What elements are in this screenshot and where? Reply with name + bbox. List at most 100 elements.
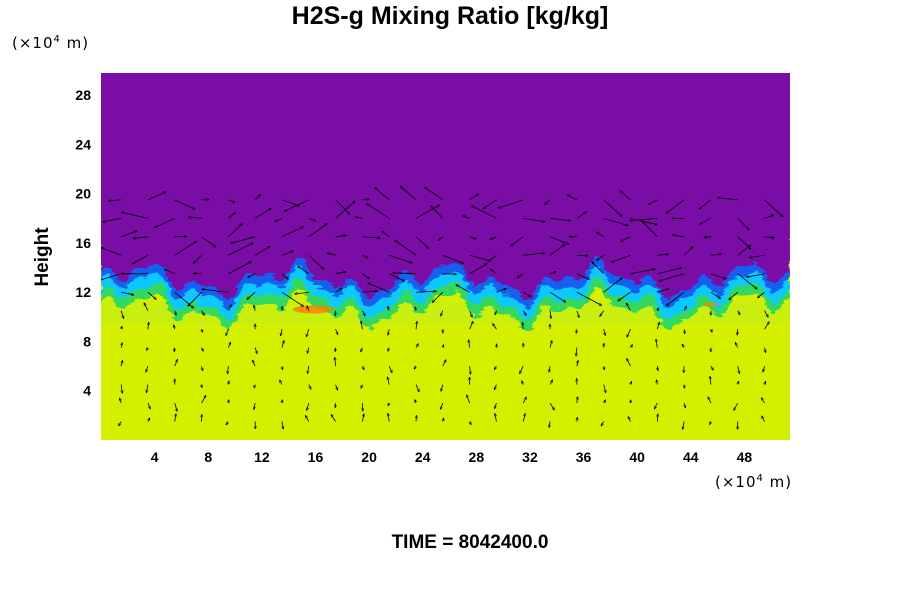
wind-vector — [121, 343, 122, 348]
wind-vector — [202, 289, 229, 293]
x-tick-label: 28 — [469, 449, 485, 465]
wind-vector — [648, 199, 658, 205]
wind-vector — [517, 273, 524, 278]
wind-vector — [495, 414, 497, 422]
wind-vector — [549, 380, 553, 385]
wind-vector — [657, 380, 658, 385]
wind-vector — [188, 217, 202, 219]
wind-vector — [295, 291, 309, 294]
wind-vector — [496, 288, 506, 293]
wind-vector — [469, 340, 470, 348]
wind-vector — [626, 303, 631, 311]
wind-vector — [764, 199, 783, 217]
wind-vector — [121, 212, 149, 219]
wind-vector — [280, 380, 283, 385]
wind-vector — [132, 254, 149, 264]
x-tick-label: 48 — [737, 449, 753, 465]
wind-vector — [247, 291, 256, 299]
wind-vector — [282, 421, 283, 429]
upper-layer — [101, 73, 790, 302]
wind-vector — [641, 220, 658, 238]
wind-vector — [335, 357, 336, 367]
lower-layer-transition — [101, 302, 790, 325]
wind-vector — [576, 329, 577, 333]
wind-vector — [228, 381, 229, 385]
time-label: TIME = 8042400.0 — [391, 532, 549, 553]
wind-vector — [144, 303, 149, 311]
wind-vector — [601, 421, 605, 426]
wind-vector — [567, 195, 578, 201]
wind-vector — [307, 347, 308, 354]
wind-vector — [666, 199, 685, 213]
wind-vector — [683, 306, 686, 311]
wind-vector — [710, 365, 713, 370]
wind-vector — [335, 329, 338, 334]
wind-vector — [308, 224, 328, 238]
x-tick-label: 12 — [254, 449, 270, 465]
wind-vector — [469, 264, 487, 275]
wind-vector — [765, 381, 766, 385]
wind-vector — [657, 414, 658, 422]
wind-vector — [549, 366, 550, 372]
wind-vector — [147, 192, 166, 201]
wind-vector — [254, 347, 257, 354]
wind-vector — [710, 291, 721, 299]
wind-vector — [361, 321, 362, 330]
wind-vector — [442, 360, 446, 367]
wind-vector — [438, 236, 444, 241]
wind-vector — [657, 268, 681, 275]
wind-vector — [749, 254, 765, 257]
wind-vector — [275, 217, 283, 221]
wind-vector — [549, 291, 566, 302]
wind-vector — [596, 254, 604, 260]
wind-vector — [361, 384, 362, 389]
wind-vector — [174, 199, 195, 209]
wind-vector — [603, 217, 629, 225]
wind-vector — [362, 237, 380, 238]
wind-vector — [415, 236, 429, 249]
wind-vector — [549, 421, 550, 428]
wind-vector — [490, 269, 497, 275]
wind-vector — [416, 321, 417, 330]
wind-vector — [395, 240, 417, 256]
wind-vector — [252, 360, 256, 367]
wind-vector — [737, 236, 751, 249]
wind-vector — [254, 246, 270, 256]
wind-vector — [121, 291, 134, 295]
wind-vector — [657, 289, 668, 293]
wind-vector — [456, 285, 470, 293]
wind-vector — [523, 253, 544, 256]
wind-vector — [523, 322, 524, 330]
wind-vector — [382, 231, 390, 238]
wind-vector — [469, 194, 479, 201]
wind-vector — [469, 254, 491, 261]
wind-vector — [717, 198, 738, 201]
wind-vector — [600, 310, 605, 317]
wind-vector — [765, 347, 766, 353]
wind-vector — [121, 360, 122, 367]
wind-vector — [362, 254, 368, 258]
wind-vector — [737, 218, 749, 229]
wind-vector — [704, 237, 711, 238]
wind-vector — [307, 306, 309, 311]
wind-vector — [147, 402, 150, 409]
wind-vector — [549, 272, 556, 275]
wind-vector — [393, 273, 417, 274]
wind-vector — [440, 402, 444, 409]
wind-vector — [603, 199, 622, 217]
wind-vector — [442, 254, 464, 263]
wind-vector — [761, 398, 765, 404]
wind-vector — [174, 347, 175, 352]
wind-vector — [193, 254, 202, 263]
x-axis-unit: (×104 m) — [715, 473, 792, 491]
hotspot-orange — [292, 305, 333, 314]
wind-vector — [604, 366, 605, 370]
wind-vector — [231, 236, 256, 244]
wind-vector — [603, 384, 606, 393]
wind-vector — [734, 402, 739, 410]
x-unit-exponent: 4 — [756, 473, 764, 484]
wind-vector — [683, 247, 693, 256]
wind-vector — [248, 273, 256, 278]
wind-vector — [493, 324, 497, 330]
y-axis-unit: (×104 m) — [12, 34, 89, 52]
